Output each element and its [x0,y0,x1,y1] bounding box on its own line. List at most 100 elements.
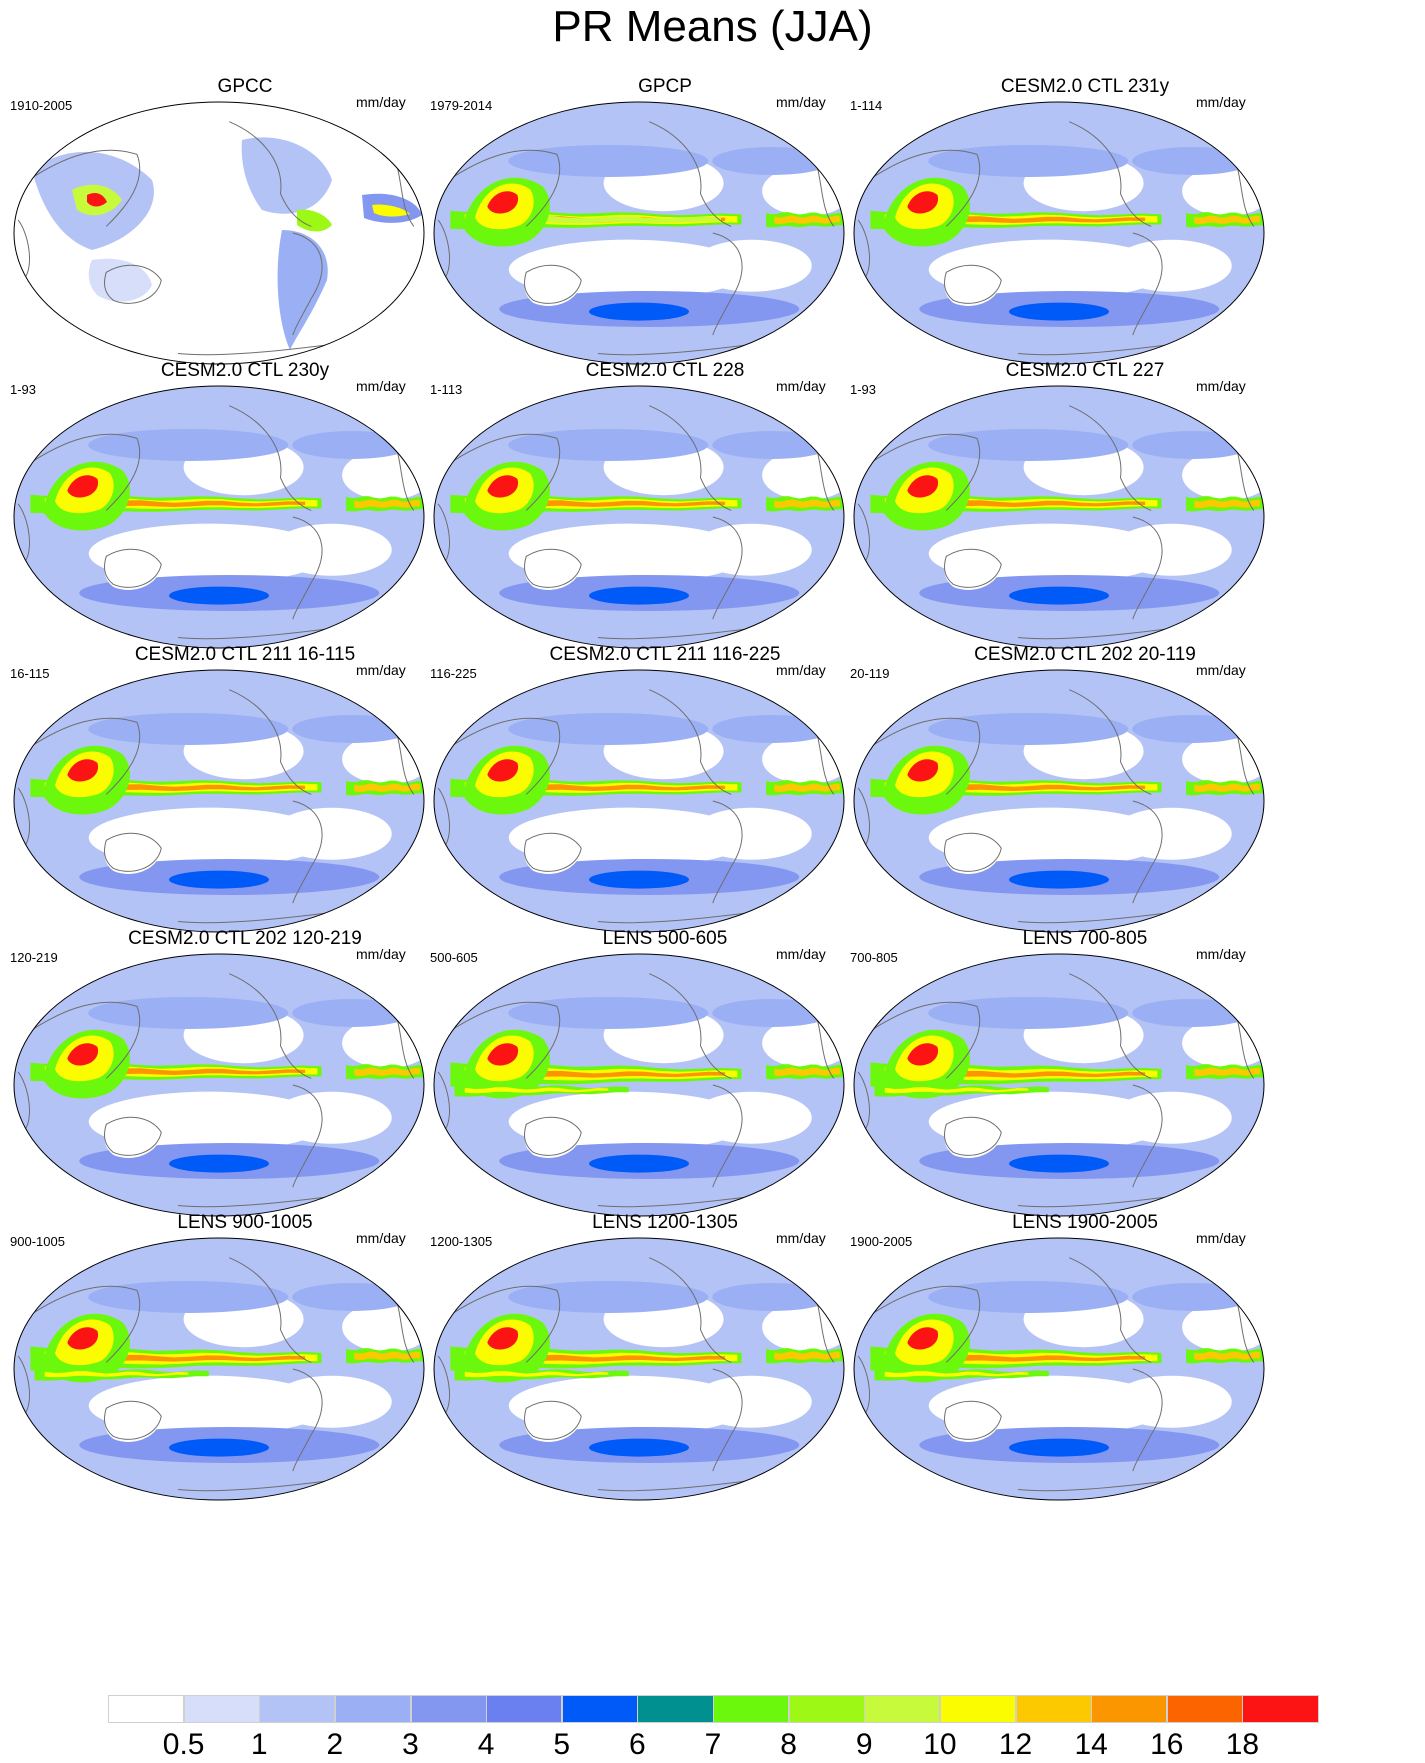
precip-field [854,386,1264,648]
map-outline [13,385,425,649]
panel-units: mm/day [356,378,406,394]
colorbar-swatch [410,1695,487,1723]
colorbar-swatch [1242,1695,1319,1723]
map-outline [13,1237,425,1501]
map-outline [433,385,845,649]
panel-period: 1979-2014 [430,98,493,113]
panel-title: CESM2.0 CTL 202 120-219 [128,928,362,949]
panel-period: 1-113 [430,382,463,397]
colorbar-swatch [713,1695,790,1723]
map-outline [853,385,1265,649]
panel-units: mm/day [356,662,406,678]
coastlines [437,405,835,640]
precip-map [432,952,846,1218]
colorbar-swatch [1091,1695,1168,1723]
panel-period: 16-115 [10,666,50,681]
panel-units: mm/day [776,662,826,678]
coastlines [17,1257,415,1492]
panel-units: mm/day [776,94,826,110]
colorbar-tick-label: 18 [1225,1728,1260,1761]
map-panel: CESM2.0 CTL 202 20-119 20-119 mm/day [840,644,1265,959]
panel-title: CESM2.0 CTL 211 116-225 [549,644,781,665]
precip-map [12,668,426,934]
colorbar-tick-label: 7 [704,1728,722,1761]
panel-units: mm/day [1196,94,1246,110]
colorbar-tick-label: 4 [477,1728,495,1761]
colorbar-tick-label: 5 [553,1728,571,1761]
colorbar-swatch [1166,1695,1243,1723]
map-outline [853,1237,1265,1501]
panel-period: 116-225 [430,666,477,681]
map-outline [853,953,1265,1217]
map-panel: CESM2.0 CTL 231y 1-114 mm/day [840,76,1265,391]
panel-period: 20-119 [850,666,890,681]
panel-units: mm/day [1196,662,1246,678]
map-outline [433,669,845,933]
map-panel: GPCC 1910-2005 mm/day [0,76,425,391]
panel-title: LENS 500-605 [602,928,728,949]
map-outline [13,669,425,933]
precip-field [434,670,844,932]
map-panel: LENS 1900-2005 1900-2005 mm/day [840,1212,1265,1527]
precip-map [852,952,1266,1218]
colorbar-tick-label: 2 [326,1728,344,1761]
precip-map [12,1236,426,1502]
precip-field [434,386,844,648]
panel-title: CESM2.0 CTL 227 [1005,360,1165,381]
colorbar-swatch [259,1695,336,1723]
colorbar-swatch [486,1695,563,1723]
panel-title: CESM2.0 CTL 230y [160,360,330,381]
panel-period: 500-605 [430,950,478,965]
map-panel: GPCP 1979-2014 mm/day [420,76,845,391]
coastlines [857,973,1255,1208]
map-outline [433,101,845,365]
precip-map [12,100,426,366]
colorbar-tick-label: 9 [855,1728,873,1761]
colorbar-tick-label: 0.5 [162,1728,205,1761]
figure-title: PR Means (JJA) [552,2,873,51]
panel-units: mm/day [1196,946,1246,962]
panel-period: 1910-2005 [10,98,73,113]
panel-title: LENS 1900-2005 [1012,1212,1158,1233]
panel-title: LENS 700-805 [1022,928,1148,949]
panel-period: 1-114 [850,98,883,113]
panel-period: 1-93 [850,382,877,397]
panel-units: mm/day [1196,1230,1246,1246]
panel-title: CESM2.0 CTL 211 16-115 [134,644,356,665]
panel-units: mm/day [1196,378,1246,394]
map-outline [433,953,845,1217]
precip-field [14,102,424,364]
panel-units: mm/day [776,378,826,394]
coastlines [17,121,415,356]
colorbar-swatch [334,1695,411,1723]
precip-field [854,1238,1264,1500]
map-panel: CESM2.0 CTL 228 1-113 mm/day [420,360,845,675]
panel-title: LENS 1200-1305 [592,1212,738,1233]
panel-period: 1900-2005 [850,1234,913,1249]
precip-field [854,102,1264,364]
precip-map [852,384,1266,650]
colorbar-swatch [637,1695,714,1723]
precip-map [12,384,426,650]
colorbar-swatch [788,1695,865,1723]
map-panel: CESM2.0 CTL 227 1-93 mm/day [840,360,1265,675]
coastlines [17,405,415,640]
map-panel: CESM2.0 CTL 211 116-225 116-225 mm/day [420,644,845,959]
panel-title: GPCC [217,76,273,97]
coastlines [17,689,415,924]
panel-title: GPCP [638,76,692,97]
panel-period: 900-1005 [10,1234,65,1249]
map-outline [853,669,1265,933]
coastlines [857,121,1255,356]
panel-period: 120-219 [10,950,58,965]
map-panel: CESM2.0 CTL 230y 1-93 mm/day [0,360,425,675]
panel-units: mm/day [776,1230,826,1246]
colorbar-swatch [561,1695,638,1723]
panel-title: CESM2.0 CTL 202 20-119 [974,644,1196,665]
panel-title: CESM2.0 CTL 231y [1000,76,1170,97]
panel-period: 1200-1305 [430,1234,493,1249]
colorbar-swatch [183,1695,260,1723]
map-panel: LENS 1200-1305 1200-1305 mm/day [420,1212,845,1527]
colorbar-tick-label: 16 [1150,1728,1184,1761]
colorbar-tick-label: 10 [923,1728,957,1761]
